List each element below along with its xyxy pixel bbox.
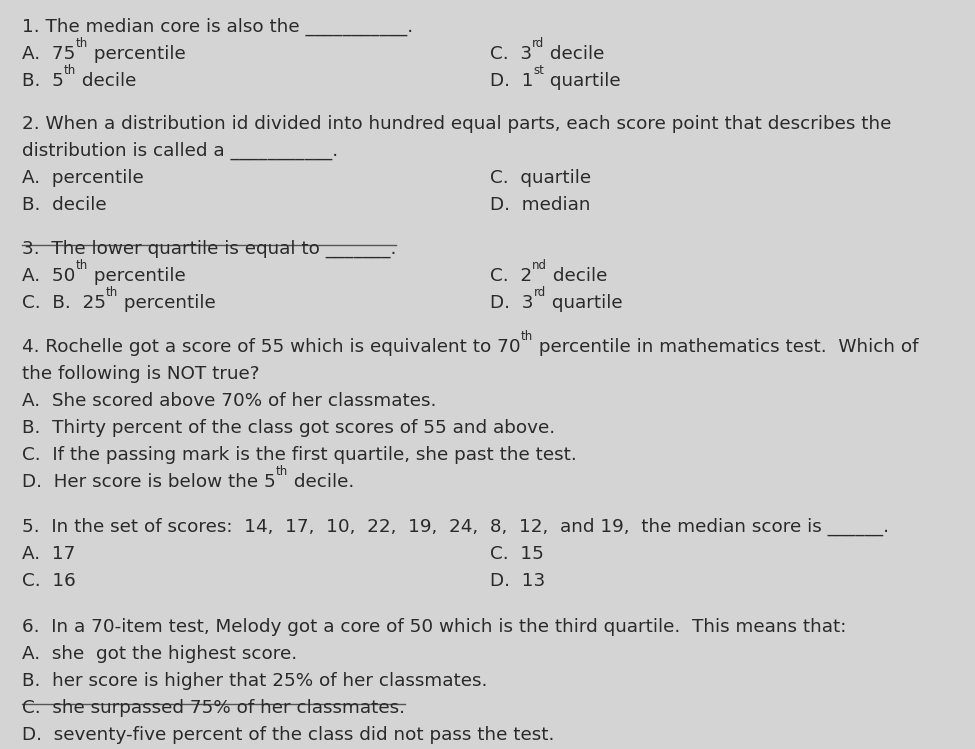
Text: quartile: quartile (544, 72, 621, 90)
Text: C.  B.  25: C. B. 25 (22, 294, 106, 312)
Text: A.  75: A. 75 (22, 45, 75, 63)
Text: quartile: quartile (546, 294, 622, 312)
Text: D.  13: D. 13 (490, 572, 545, 590)
Text: nd: nd (532, 259, 547, 272)
Text: C.  15: C. 15 (490, 545, 544, 563)
Text: C.  quartile: C. quartile (490, 169, 591, 187)
Text: th: th (521, 330, 533, 343)
Text: th: th (75, 37, 88, 50)
Text: decile: decile (544, 45, 604, 63)
Text: D.  median: D. median (490, 196, 591, 214)
Text: B.  decile: B. decile (22, 196, 106, 214)
Text: percentile: percentile (88, 45, 185, 63)
Text: th: th (106, 286, 118, 299)
Text: percentile in mathematics test.  Which of: percentile in mathematics test. Which of (533, 338, 918, 356)
Text: C.  3: C. 3 (490, 45, 532, 63)
Text: distribution is called a ___________.: distribution is called a ___________. (22, 142, 338, 160)
Text: B.  Thirty percent of the class got scores of 55 and above.: B. Thirty percent of the class got score… (22, 419, 555, 437)
Text: 3.  The lower quartile is equal to _______.: 3. The lower quartile is equal to ______… (22, 240, 397, 258)
Text: the following is NOT true?: the following is NOT true? (22, 365, 259, 383)
Text: D.  1: D. 1 (490, 72, 533, 90)
Text: rd: rd (532, 37, 544, 50)
Text: C.  If the passing mark is the first quartile, she past the test.: C. If the passing mark is the first quar… (22, 446, 577, 464)
Text: 2. When a distribution id divided into hundred equal parts, each score point tha: 2. When a distribution id divided into h… (22, 115, 891, 133)
Text: D.  Her score is below the 5: D. Her score is below the 5 (22, 473, 276, 491)
Text: 4. Rochelle got a score of 55 which is equivalent to 70: 4. Rochelle got a score of 55 which is e… (22, 338, 521, 356)
Text: A.  50: A. 50 (22, 267, 75, 285)
Text: 1. The median core is also the ___________.: 1. The median core is also the _________… (22, 18, 413, 36)
Text: D.  seventy-five percent of the class did not pass the test.: D. seventy-five percent of the class did… (22, 726, 555, 744)
Text: C.  2: C. 2 (490, 267, 532, 285)
Text: A.  percentile: A. percentile (22, 169, 143, 187)
Text: decile: decile (76, 72, 136, 90)
Text: decile.: decile. (288, 473, 354, 491)
Text: B.  5: B. 5 (22, 72, 64, 90)
Text: percentile: percentile (88, 267, 185, 285)
Text: percentile: percentile (118, 294, 216, 312)
Text: 6.  In a 70-item test, Melody got a core of 50 which is the third quartile.  Thi: 6. In a 70-item test, Melody got a core … (22, 618, 846, 636)
Text: st: st (533, 64, 544, 77)
Text: A.  She scored above 70% of her classmates.: A. She scored above 70% of her classmate… (22, 392, 437, 410)
Text: th: th (75, 259, 88, 272)
Text: th: th (276, 465, 288, 478)
Text: D.  3: D. 3 (490, 294, 533, 312)
Text: A.  17: A. 17 (22, 545, 75, 563)
Text: th: th (64, 64, 76, 77)
Text: B.  her score is higher that 25% of her classmates.: B. her score is higher that 25% of her c… (22, 672, 488, 690)
Text: rd: rd (533, 286, 546, 299)
Text: A.  she  got the highest score.: A. she got the highest score. (22, 645, 297, 663)
Text: 5.  In the set of scores:  14,  17,  10,  22,  19,  24,  8,  12,  and 19,  the m: 5. In the set of scores: 14, 17, 10, 22,… (22, 518, 889, 536)
Text: C.  she surpassed 75% of her classmates.: C. she surpassed 75% of her classmates. (22, 699, 405, 717)
Text: C.  16: C. 16 (22, 572, 76, 590)
Text: decile: decile (547, 267, 607, 285)
